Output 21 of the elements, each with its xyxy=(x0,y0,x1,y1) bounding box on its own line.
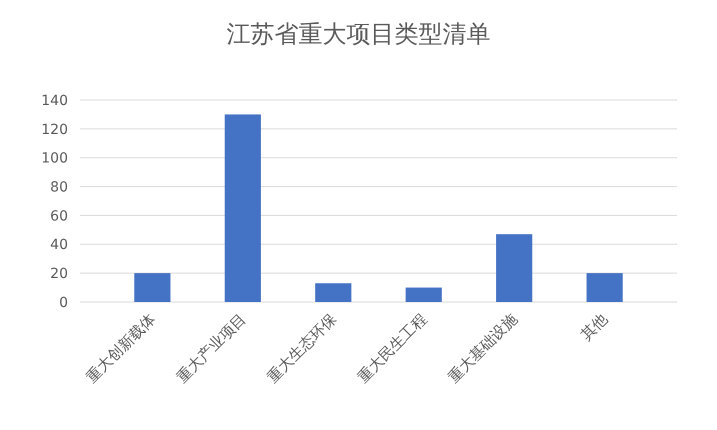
bar xyxy=(496,234,532,302)
x-tick-label: 其他 xyxy=(577,310,612,344)
y-tick-label: 80 xyxy=(50,179,68,196)
x-tick-label: 重大民生工程 xyxy=(354,310,430,386)
y-tick-label: 60 xyxy=(50,208,68,224)
x-tick-label: 重大基础设施 xyxy=(444,310,521,386)
bar xyxy=(406,288,442,302)
x-tick-label: 重大生态环保 xyxy=(263,310,340,386)
x-tick-label: 重大创新载体 xyxy=(82,310,159,386)
y-tick-label: 0 xyxy=(59,294,68,311)
x-tick-label: 重大产业项目 xyxy=(172,310,250,386)
y-tick-label: 40 xyxy=(50,237,68,254)
y-tick-label: 20 xyxy=(50,266,68,282)
y-tick-label: 120 xyxy=(41,122,68,138)
bar xyxy=(134,273,170,302)
y-tick-label: 100 xyxy=(41,150,68,167)
bar xyxy=(224,114,261,302)
bar xyxy=(315,283,352,302)
y-tick-label: 140 xyxy=(41,92,68,109)
chart-title: 江苏省重大项目类型清单 xyxy=(226,20,490,48)
bar xyxy=(586,273,623,302)
